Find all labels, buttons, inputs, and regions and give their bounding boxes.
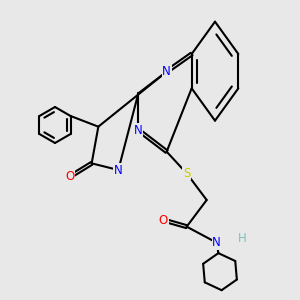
Text: N: N: [134, 124, 143, 136]
Text: N: N: [212, 236, 221, 249]
Text: S: S: [183, 167, 190, 180]
Text: N: N: [162, 65, 171, 78]
Text: H: H: [238, 232, 247, 245]
Text: O: O: [65, 170, 75, 183]
Text: O: O: [159, 214, 168, 226]
Text: N: N: [114, 164, 123, 176]
